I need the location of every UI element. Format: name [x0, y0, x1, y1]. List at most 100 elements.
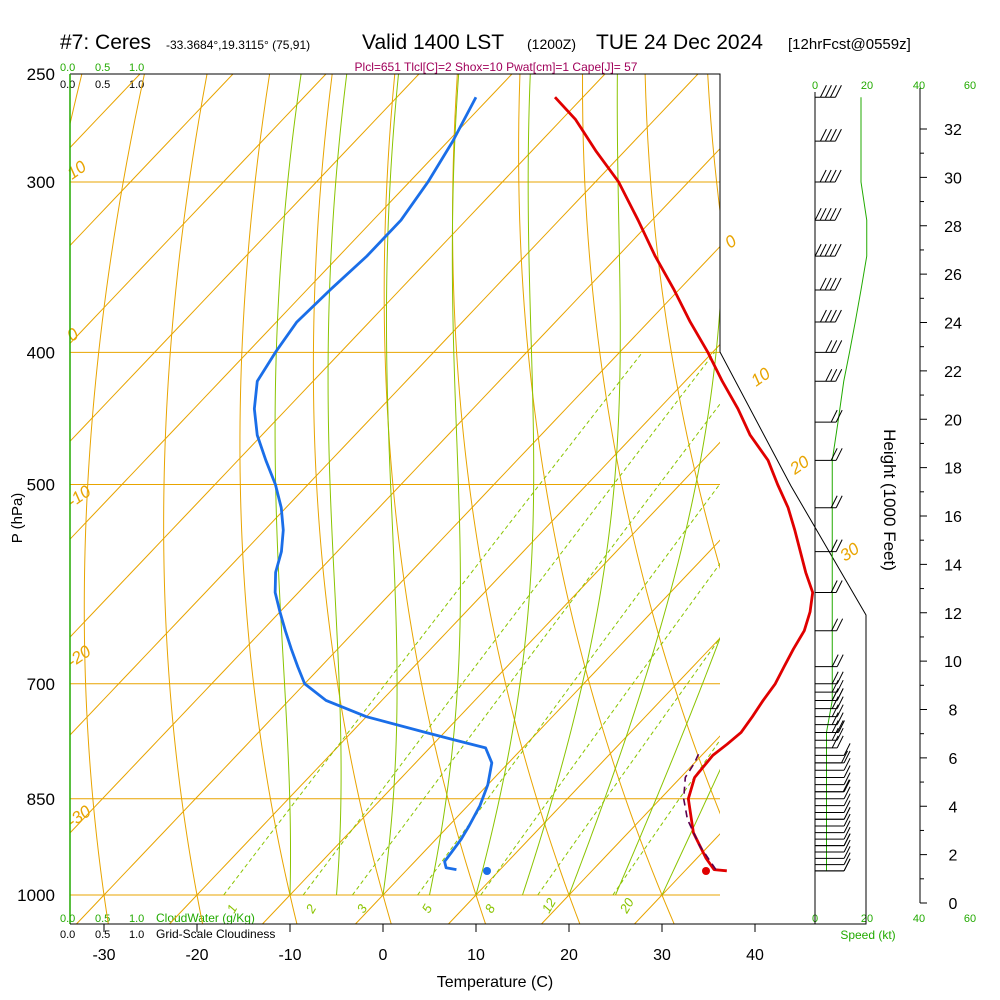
- wind-barb-flag: [830, 409, 838, 423]
- moist-adiabat-line: [522, 74, 621, 896]
- wind-barb-flag: [831, 712, 839, 725]
- dry-adiabat-line: [582, 74, 720, 815]
- wind-barb-flag: [843, 779, 851, 792]
- wind-barb-flag: [831, 618, 839, 631]
- wind-barb-flag: [824, 243, 832, 257]
- height-tick-label: 30: [944, 170, 962, 187]
- cloudwater-tick-top: 1.0: [129, 62, 144, 74]
- cloudwater-tick-bottom: 0.0: [60, 913, 75, 925]
- pressure-label: 700: [27, 675, 55, 694]
- wind-barb-flag: [843, 750, 851, 764]
- x-tick-label: 20: [560, 947, 578, 964]
- pressure-label: 400: [27, 343, 55, 362]
- wind-barb-flag: [835, 369, 843, 382]
- moist-adiabat-line: [615, 636, 720, 896]
- wind-tick-bottom: 40: [913, 913, 925, 925]
- cloudiness-tick-bottom: 0.5: [95, 929, 110, 941]
- wind-barb-flag: [830, 580, 838, 593]
- height-tick-label: 8: [949, 703, 958, 720]
- wind-barb-flag: [834, 309, 842, 323]
- dry-adiabat-line: [312, 74, 392, 924]
- wind-barb-flag: [831, 720, 839, 733]
- wind-barb-flag: [830, 539, 838, 552]
- wind-barb-flag: [835, 340, 843, 353]
- mixing-ratio-line: [352, 403, 720, 896]
- moist-adiabat-line: [429, 74, 461, 896]
- wind-tick-bottom: 60: [964, 913, 976, 925]
- cloud-scale-top: 0.0 0.5 1.0 0.0 0.5 1.0: [60, 62, 144, 91]
- wind-barb-flag: [824, 85, 832, 98]
- moist-adiabat-line: [327, 74, 348, 896]
- station-coords: -33.3684°,19.3115° (75,91): [166, 38, 310, 52]
- wind-barb-flag: [831, 688, 839, 701]
- wind-barb-flag: [841, 750, 848, 764]
- wind-barb-flag: [819, 277, 827, 291]
- mixing-ratio-line: [417, 483, 720, 896]
- height-tick-label: 4: [949, 799, 958, 816]
- wind-tick-top: 20: [861, 80, 873, 92]
- x-tick-label: 40: [746, 947, 764, 964]
- wind-barb-flag: [836, 704, 844, 717]
- isotherm-line: [70, 147, 720, 834]
- wind-barb-flag: [824, 277, 832, 291]
- valid-time: Valid 1400 LST: [362, 31, 504, 54]
- parcel-path: [682, 751, 717, 871]
- x-tick-label: -20: [185, 947, 208, 964]
- pressure-label: 250: [27, 65, 55, 84]
- wind-barb-flag: [834, 277, 842, 291]
- height-tick-label: 12: [944, 606, 962, 623]
- wind-tick-top: 60: [964, 80, 976, 92]
- x-axis-title: Temperature (C): [437, 974, 553, 991]
- wind-tick-bottom: 20: [861, 913, 873, 925]
- height-tick-label: 18: [944, 461, 962, 478]
- wind-barb-flag: [829, 309, 837, 323]
- wind-tick-top: 0: [812, 80, 818, 92]
- wind-barb-flag: [836, 696, 844, 709]
- wind-barb-flag: [835, 580, 843, 593]
- isotherm-line: [76, 245, 720, 924]
- temperature-profile: [553, 96, 815, 873]
- wind-barb-flag: [836, 720, 844, 733]
- wind-barb-flag: [836, 679, 844, 693]
- wind-barb-flag: [835, 409, 843, 423]
- height-tick-label: 20: [944, 412, 962, 429]
- valid-zulu: (1200Z): [527, 36, 576, 52]
- wind-barb-flag: [843, 765, 851, 778]
- wind-barb-flag: [829, 128, 837, 142]
- wind-barb-flag: [843, 852, 851, 865]
- wind-barb-flag: [830, 448, 838, 461]
- isotherm-line: [169, 343, 720, 924]
- pressure-label: 1000: [17, 886, 55, 905]
- wind-barb-flag: [843, 772, 851, 785]
- wind-barb-flag: [843, 858, 851, 872]
- wind-barb-flag: [834, 128, 842, 142]
- wind-barb-flag: [831, 696, 839, 709]
- wind-barb-flag: [830, 369, 838, 382]
- wind-barb-flag: [824, 128, 832, 142]
- isotherm-line: [70, 74, 327, 345]
- isotherm-line: [634, 833, 720, 924]
- wind-barb-flag: [843, 757, 851, 771]
- cloudiness-tick-bottom: 0.0: [60, 929, 75, 941]
- isotherm-line: [70, 74, 606, 638]
- wind-barb-flag: [819, 309, 827, 323]
- x-tick-label: 30: [653, 947, 671, 964]
- wind-barb-flag: [830, 340, 838, 353]
- cloudwater-label: CloudWater (g/Kg): [156, 911, 255, 925]
- wind-barb-flag: [836, 735, 844, 749]
- cloudiness-label: Grid-Scale Cloudiness: [156, 927, 275, 941]
- wind-barb-flag: [836, 618, 844, 631]
- wind-barb-flag: [836, 727, 844, 741]
- wind-barb-flag: [843, 793, 851, 806]
- wind-barb-flag: [831, 679, 839, 693]
- mixing-ratio-label: 20: [616, 895, 637, 917]
- moist-adiabat-line: [661, 768, 720, 896]
- pressure-label: 300: [27, 173, 55, 192]
- wind-barb-flag: [836, 654, 844, 667]
- isotherm-line: [355, 539, 720, 924]
- wind-barb-flag: [825, 369, 833, 382]
- isotherm-line: [70, 74, 420, 443]
- wind-barb-flag: [819, 207, 827, 221]
- height-tick-label: 0: [949, 896, 958, 913]
